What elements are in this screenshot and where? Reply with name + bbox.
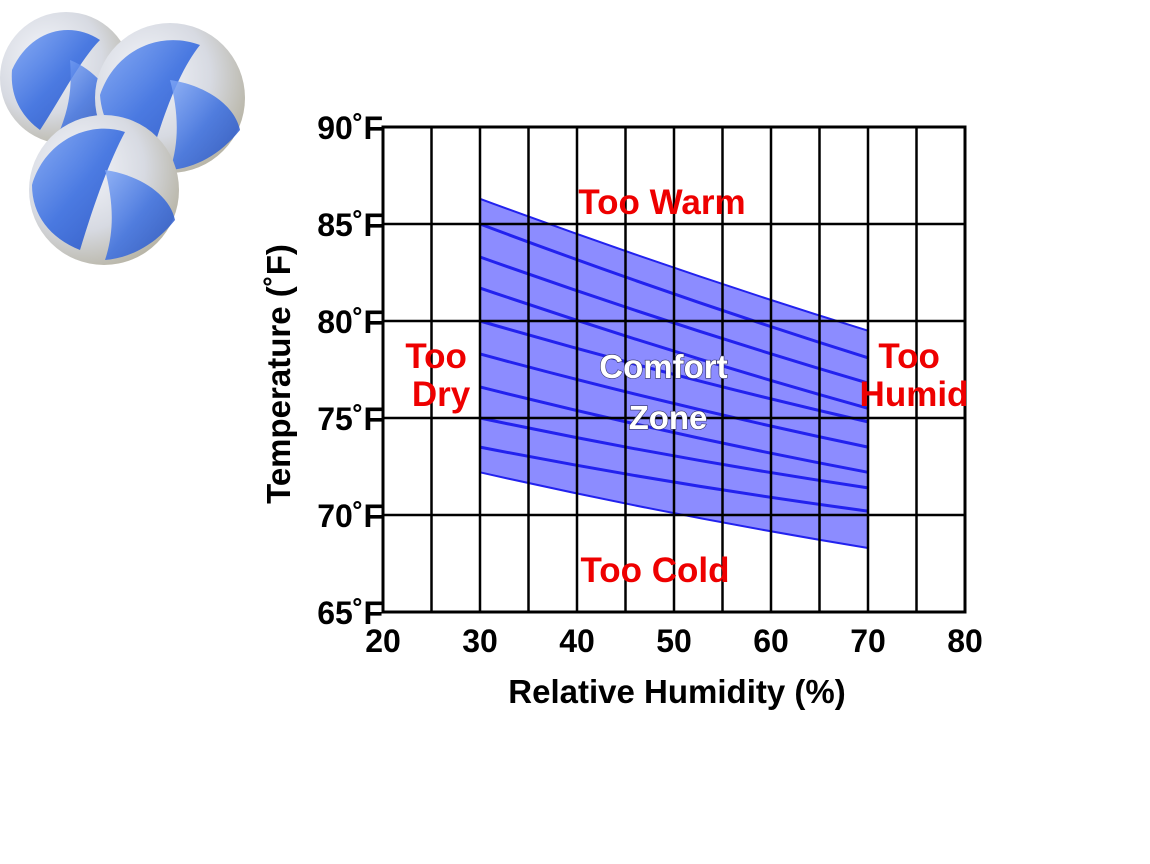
- y-tick-label: 70˚F: [317, 498, 383, 534]
- too-humid-line-1: Too: [878, 337, 940, 376]
- comfort-zone-line-1: Comfort: [599, 348, 727, 385]
- y-tick-label: 65˚F: [317, 595, 383, 631]
- x-tick-label: 40: [559, 623, 595, 659]
- x-tick-label: 80: [947, 623, 983, 659]
- y-axis-label: Temperature (˚F): [260, 244, 297, 504]
- too-dry-annotation: Too Dry: [405, 337, 476, 414]
- y-tick-label: 80˚F: [317, 304, 383, 340]
- y-tick-label: 85˚F: [317, 207, 383, 243]
- comfort-zone-annotation: Comfort Zone: [599, 348, 736, 436]
- too-cold-annotation: Too Cold: [580, 551, 729, 590]
- glass-marbles-icon: [0, 12, 245, 265]
- too-humid-annotation: Too Humid: [860, 337, 969, 414]
- too-warm-annotation: Too Warm: [578, 183, 745, 222]
- x-tick-label: 70: [850, 623, 886, 659]
- too-dry-line-1: Too: [405, 337, 467, 376]
- y-axis-ticks: 65˚F 70˚F 75˚F 80˚F 85˚F 90˚F: [317, 110, 383, 631]
- plot-frame: [381, 125, 967, 614]
- comfort-zone-line-2: Zone: [629, 399, 708, 436]
- y-tick-label: 90˚F: [317, 110, 383, 146]
- x-axis-label: Relative Humidity (%): [508, 673, 845, 710]
- marble: [29, 115, 179, 265]
- chart-grid: [381, 125, 967, 614]
- x-tick-label: 30: [462, 623, 498, 659]
- x-tick-label: 50: [656, 623, 692, 659]
- too-dry-line-2: Dry: [412, 375, 471, 414]
- x-axis-ticks: 20 30 40 50 60 70 80: [365, 623, 983, 659]
- x-tick-label: 20: [365, 623, 401, 659]
- x-tick-label: 60: [753, 623, 789, 659]
- too-humid-line-2: Humid: [860, 375, 969, 414]
- y-tick-label: 75˚F: [317, 401, 383, 437]
